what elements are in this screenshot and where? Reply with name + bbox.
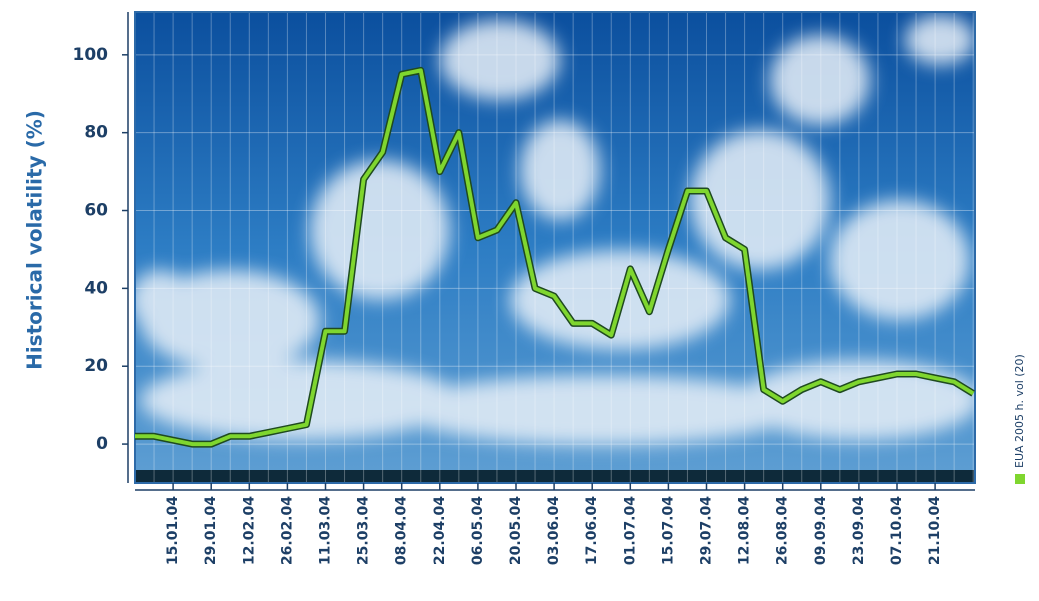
x-tick-label: 07.10.04 [889,496,905,565]
y-tick-label: 60 [84,201,108,221]
plot-frame [134,11,976,484]
x-tick-label: 08.04.04 [394,496,410,565]
x-tick-label: 06.05.04 [470,496,486,565]
series [135,66,975,448]
line [135,68,975,447]
x-tick-label: 21.10.04 [927,496,943,565]
x-tick-label: 01.07.04 [622,496,638,565]
y-tick-label: 0 [96,434,108,454]
legend-swatch [1015,474,1025,484]
x-tick-label: 12.08.04 [737,496,753,565]
x-tick-label: 20.05.04 [508,496,524,565]
x-tick-label: 15.01.04 [165,496,181,565]
legend-label: EUA 2005 h. vol (20) [1013,354,1026,468]
y-axis-label: Historical volatility (%) [23,110,47,370]
x-tick-label: 11.03.04 [318,496,334,565]
x-tick-label: 29.07.04 [699,496,715,565]
grid [134,12,975,483]
x-tick-label: 17.06.04 [584,496,600,565]
x-tick-label: 26.08.04 [775,496,791,565]
x-tick-label: 12.02.04 [241,496,257,565]
x-tick-label: 22.04.04 [432,496,448,565]
x-tick-label: 26.02.04 [279,496,295,565]
x-tick-label: 25.03.04 [356,496,372,565]
x-tick-label: 09.09.04 [813,496,829,565]
y-tick-label: 80 [84,123,108,143]
x-tick-label: 03.06.04 [546,496,562,565]
y-tick-label: 20 [84,356,108,376]
plot-background [135,12,975,483]
y-tick-label: 40 [84,278,108,298]
x-tick-label: 23.09.04 [851,496,867,565]
y-tick-label: 100 [73,45,109,65]
x-tick-label: 29.01.04 [203,496,219,565]
x-tick-label: 15.07.04 [660,496,676,565]
